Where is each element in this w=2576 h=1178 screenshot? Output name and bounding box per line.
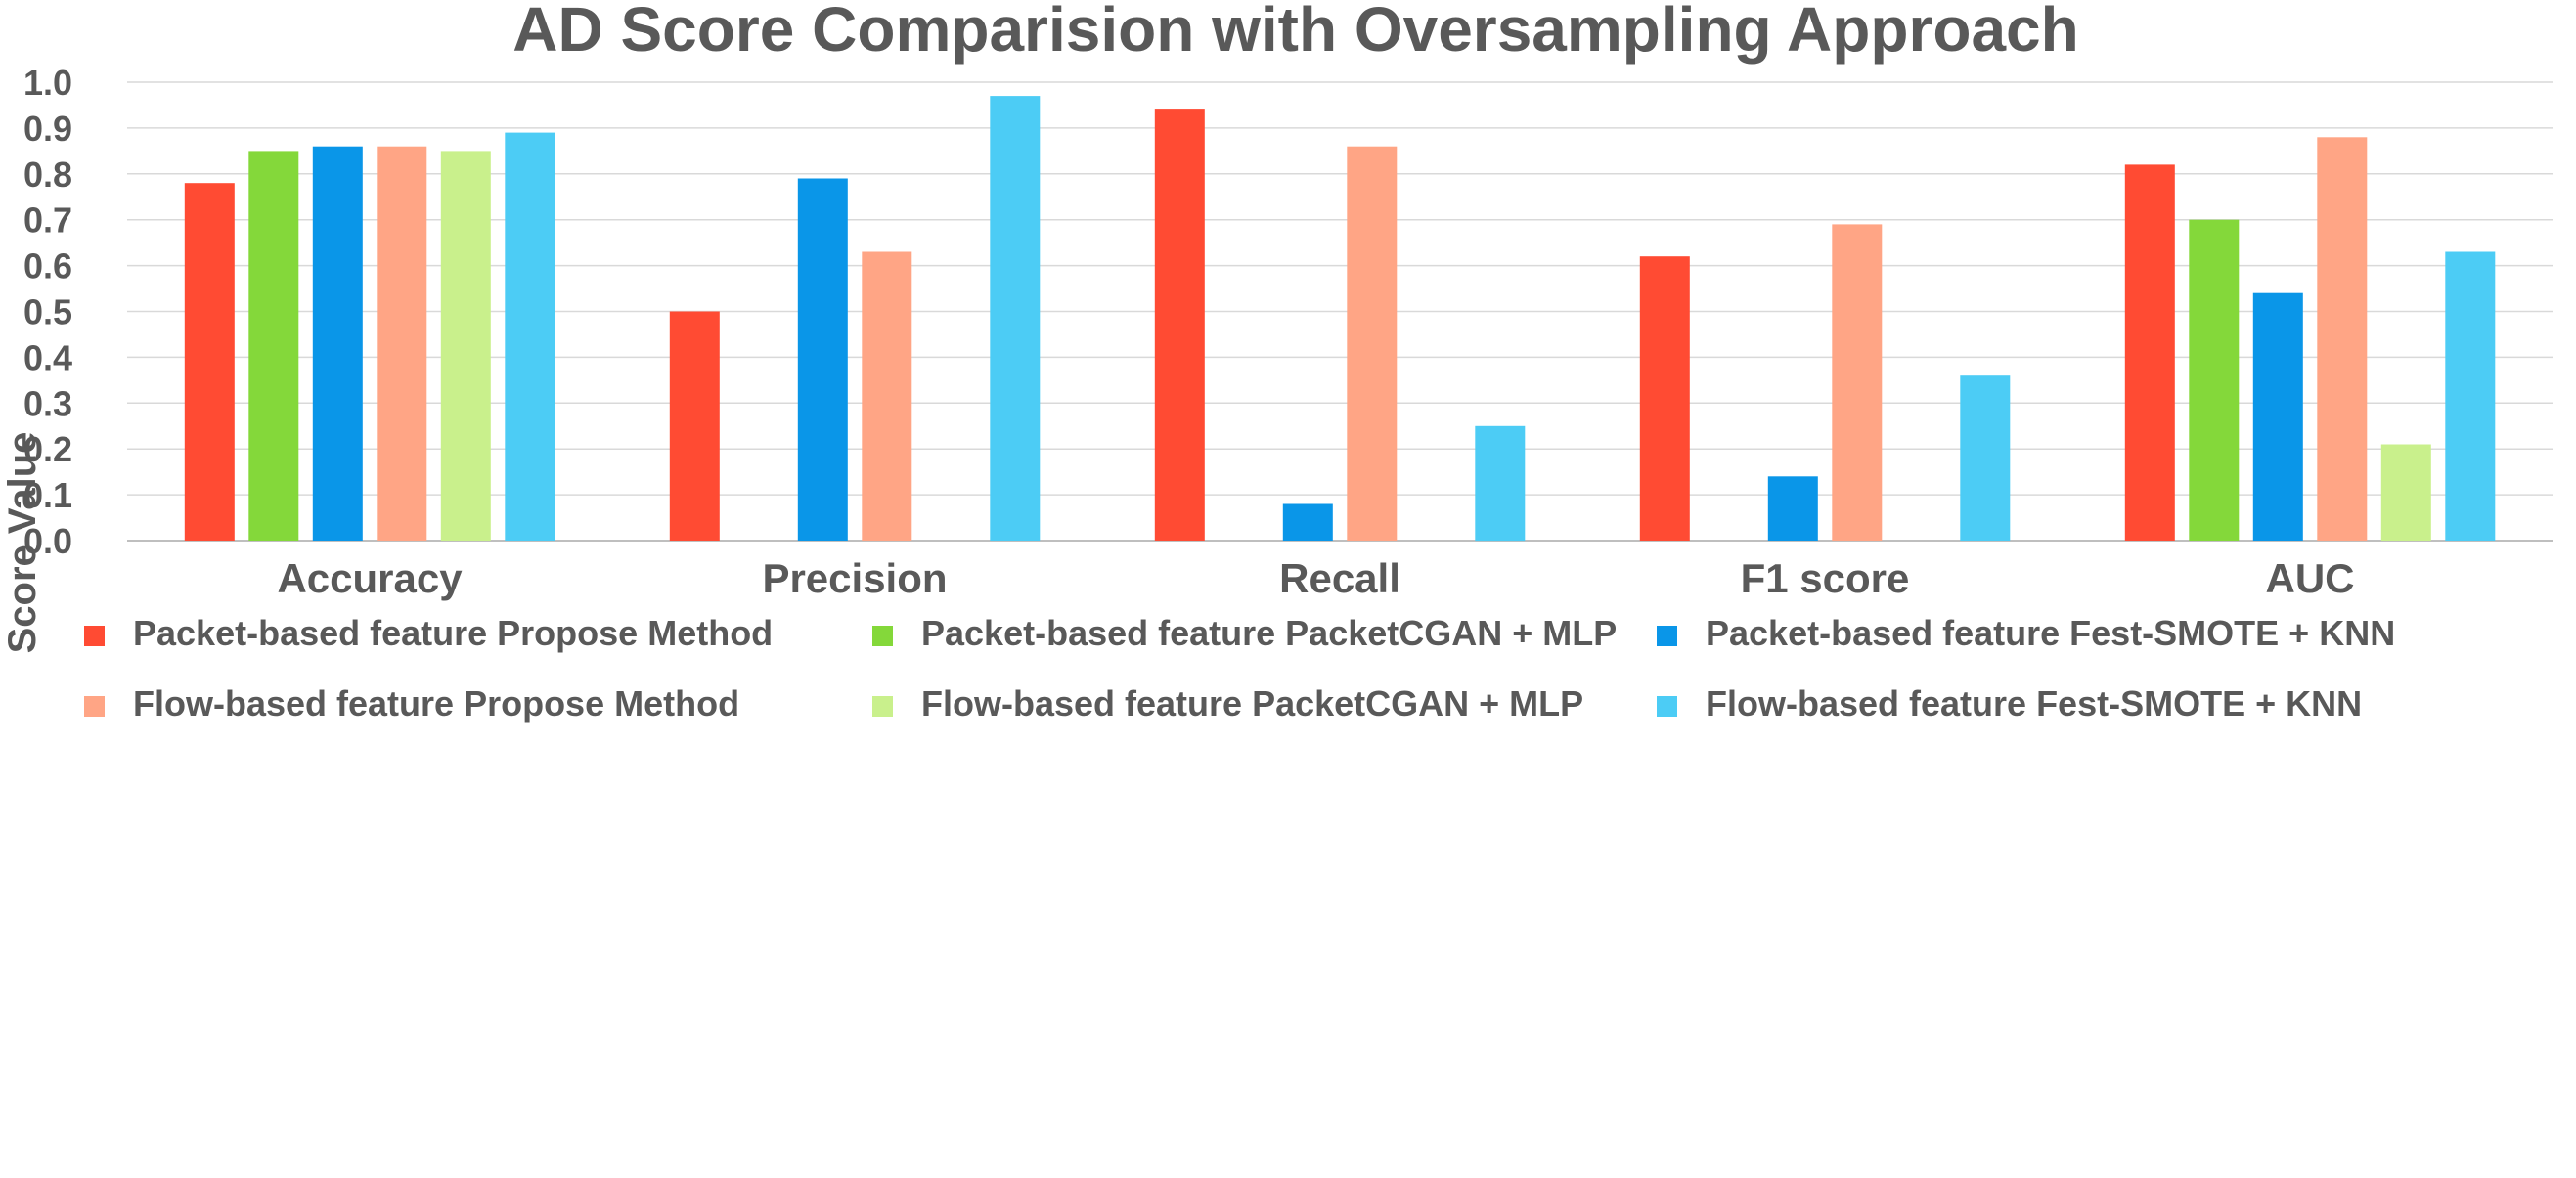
bars — [184, 96, 2496, 542]
y-tick-label: 0.1 — [23, 475, 72, 515]
legend-label: Packet-based feature PacketCGAN + MLP — [921, 613, 1617, 653]
x-category-labels: Accuracy Precision Recall F1 score AUC — [277, 555, 2354, 601]
bar-accuracy-series-6 — [505, 132, 555, 541]
y-tick-label: 0.9 — [23, 109, 72, 149]
x-category-label: F1 score — [1741, 555, 1910, 601]
legend-label: Packet-based feature Propose Method — [133, 613, 773, 653]
bar-auc-series-3 — [2252, 292, 2303, 541]
chart-title: AD Score Comparision with Oversampling A… — [512, 0, 2078, 65]
bar-accuracy-series-5 — [440, 151, 491, 541]
y-tick-label: 0.0 — [23, 521, 72, 561]
legend: Packet-based feature Propose Method Packe… — [84, 613, 2395, 723]
y-tick-label: 0.3 — [23, 383, 72, 423]
bar-precision-series-3 — [797, 178, 848, 541]
bar-accuracy-series-4 — [377, 146, 427, 541]
x-category-label: AUC — [2266, 555, 2355, 601]
gridlines — [127, 81, 2553, 542]
y-tick-label: 0.4 — [23, 337, 72, 377]
bar-f1-score-series-1 — [1639, 256, 1690, 541]
y-tick-label: 0.2 — [23, 429, 72, 469]
y-tick-label: 1.0 — [23, 63, 72, 103]
y-axis-title: Score Value — [1, 432, 44, 654]
bar-recall-series-1 — [1154, 109, 1205, 541]
bar-f1-score-series-6 — [1960, 375, 2011, 541]
bar-f1-score-series-3 — [1767, 476, 1818, 541]
bar-auc-series-6 — [2445, 251, 2496, 541]
bar-precision-series-1 — [669, 311, 720, 541]
bar-recall-series-6 — [1475, 425, 1526, 542]
bar-accuracy-series-2 — [248, 151, 299, 541]
legend-label: Flow-based feature Propose Method — [133, 683, 739, 723]
bar-precision-series-4 — [862, 251, 912, 541]
bar-auc-series-4 — [2317, 137, 2368, 542]
legend-swatch — [872, 626, 893, 646]
y-tick-label: 0.7 — [23, 200, 72, 240]
legend-swatch — [84, 696, 105, 717]
legend-swatch — [1657, 696, 1677, 717]
bar-recall-series-3 — [1282, 503, 1333, 541]
bar-f1-score-series-4 — [1832, 224, 1883, 541]
bar-accuracy-series-1 — [184, 183, 235, 541]
bar-auc-series-5 — [2380, 444, 2431, 541]
legend-label: Flow-based feature Fest-SMOTE + KNN — [1706, 683, 2362, 723]
legend-swatch — [84, 626, 105, 646]
bar-auc-series-1 — [2124, 164, 2175, 541]
y-tick-labels: 0.0 0.1 0.2 0.3 0.4 0.5 0.6 0.7 0.8 0.9 1.0 — [23, 63, 72, 561]
y-tick-label: 0.5 — [23, 292, 72, 332]
x-category-label: Precision — [762, 555, 947, 601]
x-category-label: Accuracy — [277, 555, 463, 601]
legend-label: Flow-based feature PacketCGAN + MLP — [921, 683, 1583, 723]
bar-recall-series-4 — [1347, 146, 1398, 541]
legend-label: Packet-based feature Fest-SMOTE + KNN — [1706, 613, 2395, 653]
legend-swatch — [1657, 626, 1677, 646]
x-category-label: Recall — [1279, 555, 1400, 601]
y-tick-label: 0.6 — [23, 246, 72, 286]
bar-auc-series-2 — [2189, 219, 2240, 541]
bar-precision-series-6 — [990, 96, 1041, 541]
bar-accuracy-series-3 — [312, 146, 363, 541]
legend-swatch — [872, 696, 893, 717]
y-tick-label: 0.8 — [23, 154, 72, 195]
